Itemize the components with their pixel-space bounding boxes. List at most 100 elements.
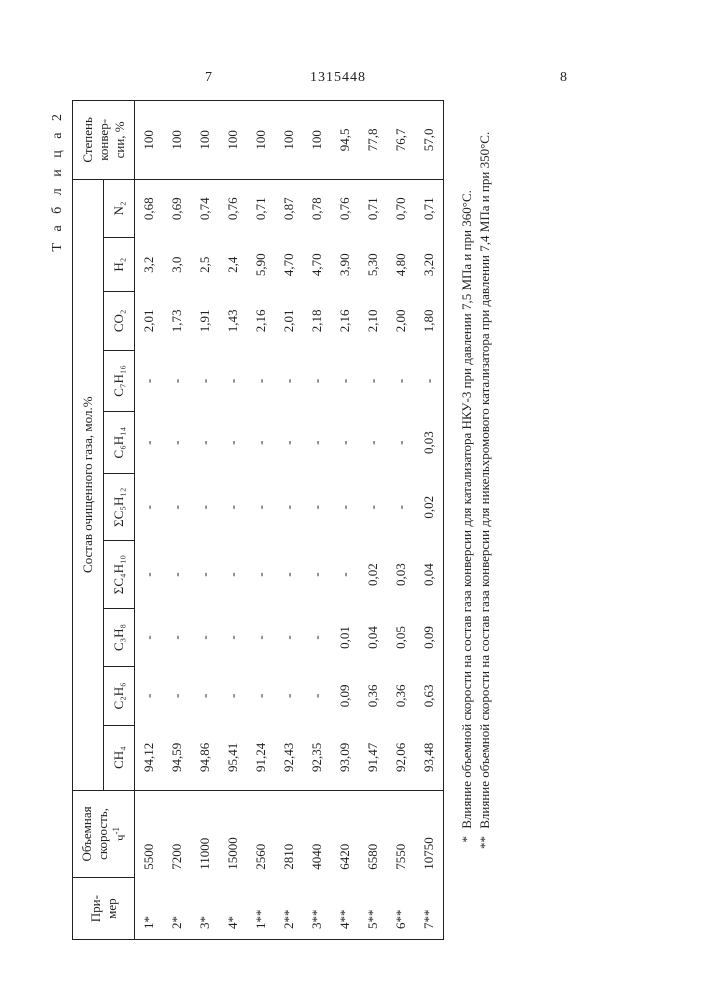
- cell: 3,0: [163, 238, 191, 292]
- cell: -: [303, 667, 331, 725]
- cell: 4*: [219, 878, 247, 940]
- cell: 4,80: [387, 238, 415, 292]
- cell: 4,70: [303, 238, 331, 292]
- cell: 4,70: [275, 238, 303, 292]
- cell: 7**: [415, 878, 444, 940]
- cell: -: [191, 541, 219, 608]
- cell: 91,24: [247, 725, 275, 790]
- cell: -: [247, 667, 275, 725]
- cell: 2,18: [303, 292, 331, 350]
- cell: 2810: [275, 790, 303, 878]
- cell: 91,47: [359, 725, 387, 790]
- col-co2: CO₂: [104, 292, 135, 350]
- footnote-mark: **: [476, 832, 494, 852]
- col-example: При-мер: [73, 878, 135, 940]
- cell: 1**: [247, 878, 275, 940]
- cell: -: [275, 608, 303, 666]
- table-row: 3*1100094,86------1,912,50,74100: [191, 101, 219, 940]
- cell: 100: [219, 101, 247, 180]
- cell: -: [275, 350, 303, 412]
- cell: -: [415, 350, 444, 412]
- col-h2: H₂: [104, 238, 135, 292]
- cell: 0,71: [359, 179, 387, 238]
- cell: -: [247, 608, 275, 666]
- cell: -: [247, 350, 275, 412]
- table-row: 6**755092,060,360,050,03---2,004,800,707…: [387, 101, 415, 940]
- cell: 0,05: [387, 608, 415, 666]
- col-ch4: CH₄: [104, 725, 135, 790]
- cell: -: [135, 474, 164, 541]
- cell: 3,90: [331, 238, 359, 292]
- cell: 100: [163, 101, 191, 180]
- cell: 15000: [219, 790, 247, 878]
- cell: 1,43: [219, 292, 247, 350]
- cell: 0,70: [387, 179, 415, 238]
- table-row: 4*1500095,41------1,432,40,76100: [219, 101, 247, 940]
- col-c7h16: C₇H₁₆: [104, 350, 135, 412]
- cell: -: [163, 608, 191, 666]
- cell: -: [303, 350, 331, 412]
- table-row: 2**281092,43------2,014,700,87100: [275, 101, 303, 940]
- cell: -: [219, 474, 247, 541]
- footnotes: * Влияние объемной скорости на состав га…: [458, 70, 493, 940]
- cell: 0,36: [387, 667, 415, 725]
- cell: 5500: [135, 790, 164, 878]
- cell: -: [163, 412, 191, 474]
- cell: 57,0: [415, 101, 444, 180]
- cell: 5,90: [247, 238, 275, 292]
- table-caption: Т а б л и ц а 2: [50, 70, 66, 940]
- cell: 2*: [163, 878, 191, 940]
- col-n2: N₂: [104, 179, 135, 238]
- cell: 100: [135, 101, 164, 180]
- cell: 0,87: [275, 179, 303, 238]
- footnote: * Влияние объемной скорости на состав га…: [458, 70, 476, 870]
- cell: -: [387, 412, 415, 474]
- cell: -: [387, 350, 415, 412]
- cell: 7200: [163, 790, 191, 878]
- cell: 2,01: [275, 292, 303, 350]
- rotated-table-container: Т а б л и ц а 2 При-мер Объемна: [50, 70, 650, 940]
- cell: -: [275, 474, 303, 541]
- cell: -: [331, 541, 359, 608]
- cell: -: [275, 541, 303, 608]
- cell: -: [303, 474, 331, 541]
- cell: 100: [275, 101, 303, 180]
- cell: 0,03: [387, 541, 415, 608]
- cell: 6580: [359, 790, 387, 878]
- cell: -: [163, 474, 191, 541]
- cell: 92,35: [303, 725, 331, 790]
- cell: -: [191, 608, 219, 666]
- cell: -: [191, 474, 219, 541]
- cell: -: [163, 541, 191, 608]
- cell: 2,5: [191, 238, 219, 292]
- cell: -: [303, 412, 331, 474]
- cell: 100: [247, 101, 275, 180]
- cell: 3,2: [135, 238, 164, 292]
- cell: 3**: [303, 878, 331, 940]
- cell: 92,06: [387, 725, 415, 790]
- cell: -: [163, 350, 191, 412]
- cell: 5,30: [359, 238, 387, 292]
- cell: 1,80: [415, 292, 444, 350]
- cell: -: [135, 350, 164, 412]
- cell: -: [387, 474, 415, 541]
- col-speed: Объемнаяскорость,ч-1: [73, 790, 135, 878]
- cell: 6420: [331, 790, 359, 878]
- cell: 0,01: [331, 608, 359, 666]
- col-example-l1: При-мер: [88, 895, 119, 922]
- cell: -: [331, 350, 359, 412]
- cell: -: [135, 667, 164, 725]
- table-row: 3**404092,35------2,184,700,78100: [303, 101, 331, 940]
- cell: 92,43: [275, 725, 303, 790]
- footnote-mark: *: [458, 832, 476, 852]
- cell: 0,68: [135, 179, 164, 238]
- cell: 0,02: [415, 474, 444, 541]
- cell: 0,04: [415, 541, 444, 608]
- cell: 76,7: [387, 101, 415, 180]
- cell: -: [219, 608, 247, 666]
- col-c2h6: C₂H₆: [104, 667, 135, 725]
- cell: 93,48: [415, 725, 444, 790]
- col-group-composition: Состав очищенного газа, мол.%: [73, 179, 104, 790]
- cell: 94,59: [163, 725, 191, 790]
- cell: 77,8: [359, 101, 387, 180]
